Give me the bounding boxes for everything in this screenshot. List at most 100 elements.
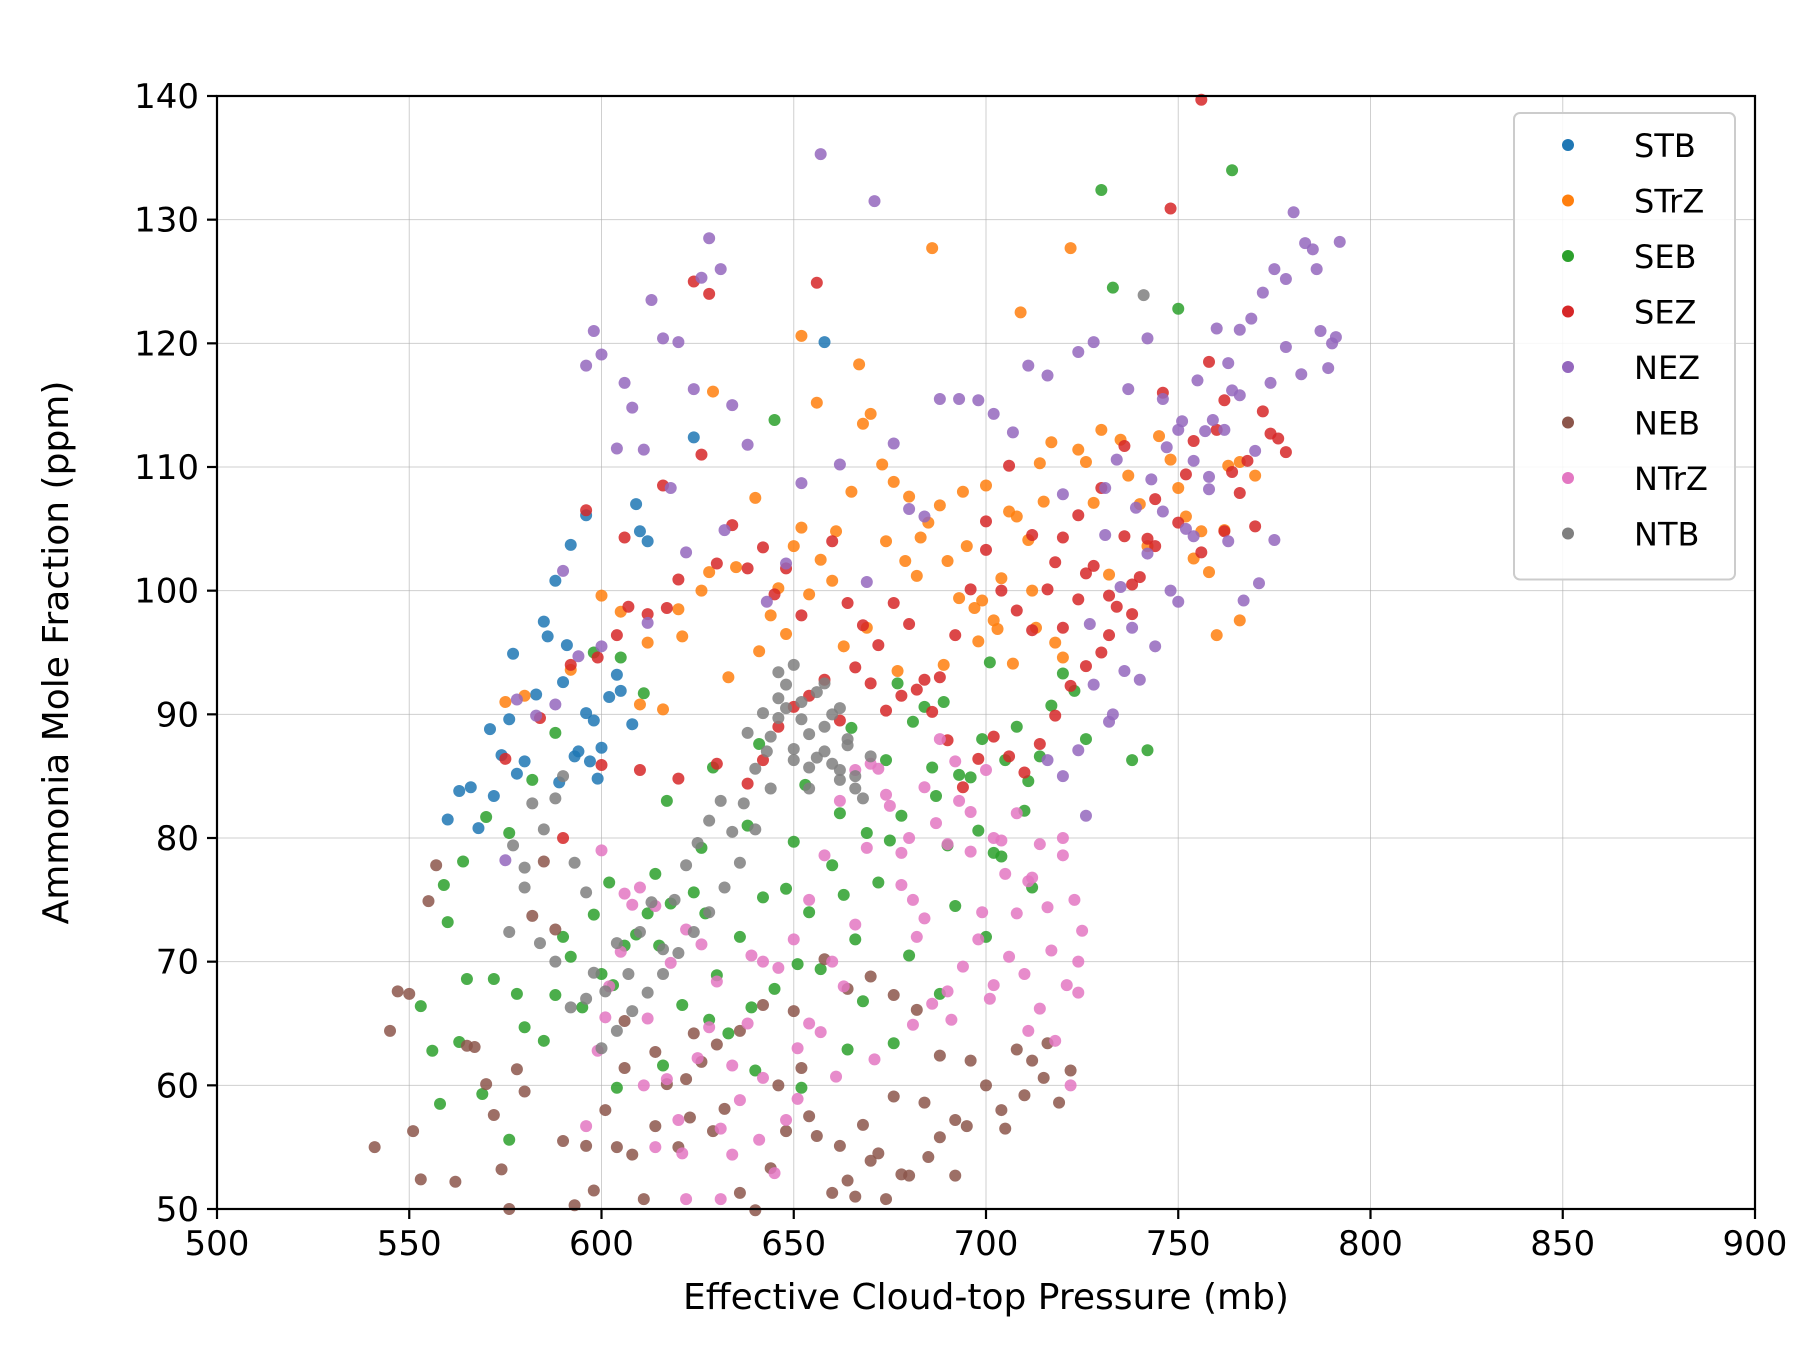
data-point-seb — [780, 882, 793, 895]
data-point-neb — [637, 1193, 650, 1206]
data-point-strz — [1045, 436, 1058, 449]
data-point-ntrz — [906, 893, 919, 906]
data-point-strz — [968, 601, 981, 614]
data-point-ntrz — [787, 933, 800, 946]
data-point-sez — [1195, 546, 1208, 559]
data-point-stb — [518, 755, 531, 768]
data-point-ntrz — [714, 1122, 727, 1135]
data-point-sez — [933, 671, 946, 684]
data-point-ntb — [718, 881, 731, 894]
data-point-seb — [787, 835, 800, 848]
x-tick-label: 700 — [954, 1224, 1019, 1264]
data-point-strz — [830, 525, 843, 538]
data-point-nez — [1160, 441, 1173, 454]
data-point-seb — [872, 876, 885, 889]
data-point-ntb — [741, 726, 754, 739]
data-point-stb — [610, 668, 623, 681]
data-point-nez — [1041, 754, 1054, 767]
data-point-ntb — [533, 937, 546, 950]
data-point-nez — [1237, 594, 1250, 607]
legend-label-sez: SEZ — [1634, 294, 1696, 332]
data-point-stb — [549, 574, 562, 587]
data-point-sez — [1003, 459, 1016, 472]
data-point-nez — [1141, 332, 1154, 345]
data-point-strz — [1010, 510, 1023, 523]
data-point-neb — [587, 1184, 600, 1197]
data-point-stb — [560, 639, 573, 652]
data-point-strz — [1122, 469, 1135, 482]
data-point-ntrz — [1003, 950, 1016, 963]
data-point-strz — [657, 703, 670, 716]
data-point-ntrz — [1033, 1002, 1046, 1015]
x-tick-label: 850 — [1530, 1224, 1595, 1264]
y-tick-label: 60 — [156, 1066, 199, 1106]
data-point-neb — [495, 1163, 508, 1176]
data-point-ntrz — [599, 1011, 612, 1024]
data-point-ntb — [795, 713, 808, 726]
data-point-ntb — [818, 745, 831, 758]
data-point-ntrz — [976, 906, 989, 919]
data-point-ntrz — [756, 955, 769, 968]
data-point-ntrz — [918, 912, 931, 925]
data-point-ntb — [733, 856, 746, 869]
data-point-seb — [756, 891, 769, 904]
data-point-sez — [887, 597, 900, 610]
data-point-ntb — [764, 730, 777, 743]
data-point-nez — [1203, 483, 1216, 496]
data-point-sez — [1264, 427, 1277, 440]
data-point-ntb — [672, 947, 685, 960]
data-point-stb — [537, 615, 550, 628]
data-point-ntrz — [964, 806, 977, 819]
data-point-ntb — [1137, 289, 1150, 302]
data-point-sez — [1103, 589, 1116, 602]
data-point-ntrz — [941, 838, 954, 851]
data-point-neb — [922, 1151, 935, 1164]
data-point-ntrz — [933, 733, 946, 746]
data-point-strz — [753, 645, 766, 658]
data-point-ntb — [518, 861, 531, 874]
data-point-ntrz — [660, 1073, 673, 1086]
data-point-nez — [1156, 392, 1169, 405]
legend-marker-strz — [1562, 194, 1574, 207]
data-point-neb — [803, 1110, 816, 1123]
data-point-sez — [756, 541, 769, 554]
data-point-neb — [618, 1062, 631, 1075]
data-point-stb — [572, 745, 585, 758]
y-tick-label: 120 — [134, 324, 199, 364]
data-point-seb — [1172, 302, 1185, 315]
data-point-ntrz — [803, 893, 816, 906]
data-point-ntrz — [714, 1193, 727, 1206]
data-point-ntb — [537, 823, 550, 836]
data-point-neb — [626, 1148, 639, 1161]
data-point-nez — [587, 324, 600, 337]
data-point-sez — [826, 535, 839, 548]
data-point-neb — [749, 1204, 762, 1217]
data-point-nez — [1187, 454, 1200, 467]
data-point-seb — [1079, 733, 1092, 746]
data-point-strz — [899, 554, 912, 567]
data-point-nez — [972, 394, 985, 407]
data-point-ntrz — [999, 867, 1012, 880]
data-point-ntrz — [791, 1042, 804, 1055]
data-point-sez — [610, 629, 623, 642]
data-point-nez — [1187, 530, 1200, 543]
data-point-nez — [1295, 368, 1308, 381]
data-point-seb — [537, 1034, 550, 1047]
data-point-neb — [518, 1085, 531, 1098]
x-tick-label: 750 — [1146, 1224, 1211, 1264]
data-point-neb — [480, 1078, 493, 1091]
data-point-neb — [733, 1186, 746, 1199]
data-point-stb — [818, 336, 831, 349]
data-point-nez — [595, 348, 608, 361]
data-point-nez — [1087, 678, 1100, 691]
data-point-sez — [710, 757, 723, 770]
data-point-strz — [722, 671, 735, 684]
data-point-ntrz — [633, 881, 646, 894]
data-point-strz — [707, 385, 720, 398]
data-point-ntrz — [1045, 944, 1058, 957]
data-point-nez — [610, 442, 623, 455]
data-point-seb — [1095, 183, 1108, 196]
data-point-ntrz — [680, 1193, 693, 1206]
data-point-ntrz — [1076, 924, 1089, 937]
